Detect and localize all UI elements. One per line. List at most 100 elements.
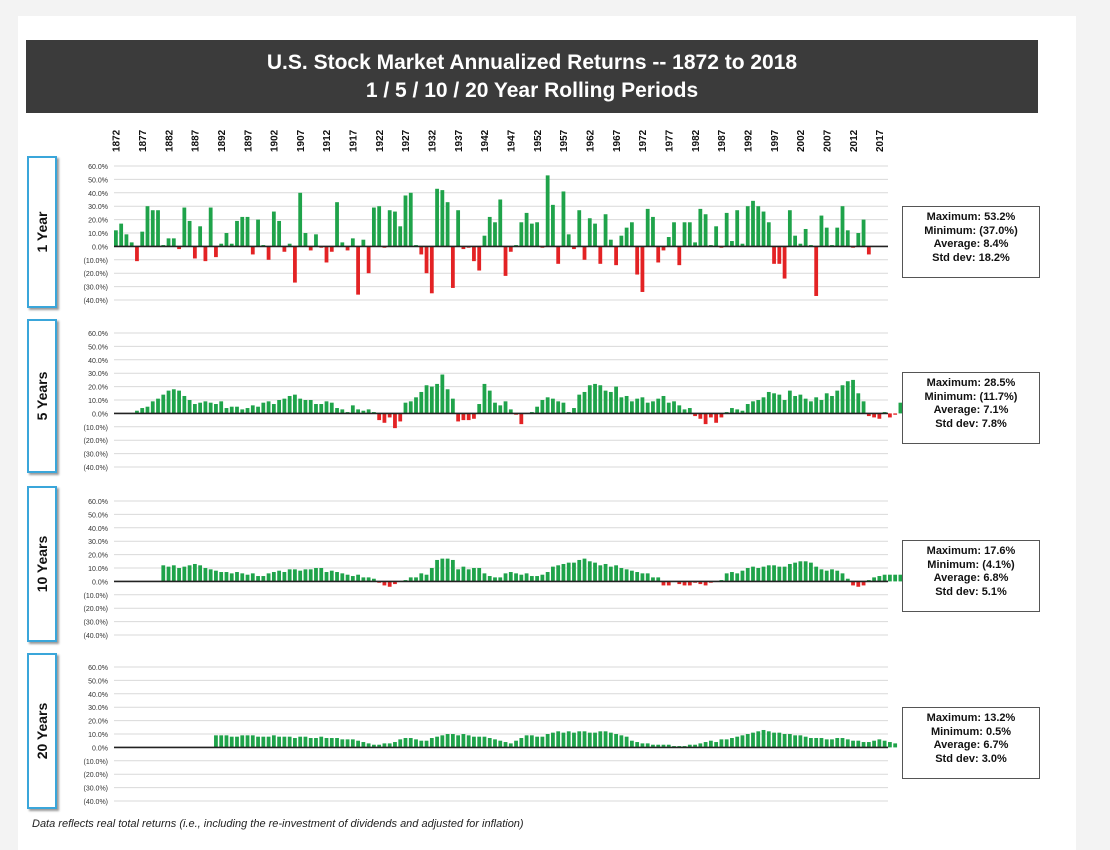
bar [424, 246, 429, 274]
bar [824, 227, 829, 247]
bar [303, 233, 308, 247]
bar [271, 211, 276, 247]
bar [319, 736, 324, 748]
bar [461, 566, 466, 582]
bar [345, 246, 350, 251]
bar [377, 413, 382, 421]
bar [835, 227, 840, 247]
bar [814, 738, 819, 748]
bar [335, 738, 339, 748]
bar [261, 402, 266, 414]
bar [171, 389, 176, 414]
bar [809, 562, 813, 582]
bar [582, 391, 587, 414]
bar [498, 577, 503, 582]
bar [477, 568, 482, 582]
bar [298, 570, 303, 582]
bar [308, 569, 313, 582]
panel-3: 60.0% 50.0% 40.0% 30.0% 20.0% 10.0% 0.0% (10.0%… [83, 665, 898, 806]
bar [293, 246, 297, 283]
bar [556, 401, 561, 414]
bar [177, 246, 181, 250]
bar [756, 568, 761, 582]
bar [651, 577, 655, 582]
bar [456, 210, 461, 247]
bar [787, 210, 792, 247]
bar [851, 379, 855, 414]
bar [693, 744, 697, 748]
bar [424, 385, 429, 414]
bar [450, 559, 455, 582]
bar [398, 226, 403, 247]
bar [408, 401, 413, 414]
bar [393, 581, 397, 585]
bar [308, 400, 313, 414]
bar [614, 734, 618, 748]
bar [587, 732, 592, 748]
bar [250, 735, 255, 748]
bar [587, 385, 592, 414]
bar [472, 736, 476, 748]
bar [772, 393, 776, 414]
bar [203, 246, 208, 262]
bar [477, 404, 482, 414]
bar [529, 576, 534, 582]
bar [356, 574, 360, 582]
bar [387, 743, 392, 748]
bar [645, 208, 650, 247]
bar [456, 569, 461, 582]
bar [645, 402, 650, 414]
y-tick-label: 40.0% [88, 358, 108, 365]
bar [566, 234, 571, 247]
bar [277, 220, 282, 247]
bar [266, 573, 271, 582]
bar [450, 734, 455, 748]
bar [435, 559, 439, 582]
bar [888, 742, 892, 748]
bar [245, 216, 250, 247]
bar [703, 742, 708, 748]
stat-minimum: Minimum: (4.1%) [927, 558, 1015, 571]
bar [219, 735, 224, 748]
bar [598, 246, 603, 264]
bar [303, 569, 308, 582]
x-tick-label: 1907 [296, 129, 307, 152]
bar [514, 740, 518, 748]
bar [308, 738, 313, 748]
bar [614, 246, 618, 266]
y-tick-label: 0.0% [92, 411, 108, 418]
bar [250, 573, 255, 582]
bar [503, 573, 508, 582]
bar [240, 735, 245, 748]
bar [582, 731, 587, 748]
bar [814, 246, 819, 296]
bar [198, 402, 203, 414]
bar [777, 394, 782, 414]
panel-label-20-years: 20 Years [27, 653, 57, 809]
bar [835, 570, 840, 582]
bar [361, 410, 366, 414]
bar [551, 204, 555, 247]
bar [361, 577, 366, 582]
bar [424, 574, 429, 582]
y-tick-label: (40.0%) [83, 799, 108, 806]
bar [377, 206, 382, 247]
bar [577, 731, 582, 748]
bar [182, 566, 187, 582]
y-tick-label: (40.0%) [83, 298, 108, 305]
bar [493, 739, 497, 748]
bar [566, 562, 571, 582]
bar [540, 400, 545, 414]
footnote: Data reflects real total returns (i.e., … [32, 818, 524, 830]
bar [861, 742, 866, 748]
x-tick-label: 2017 [875, 129, 886, 152]
bar [229, 736, 234, 748]
bar [445, 202, 450, 247]
bar [482, 383, 487, 414]
bar [393, 742, 397, 748]
bar [129, 242, 134, 247]
y-tick-label: 30.0% [88, 371, 108, 378]
x-tick-label: 1992 [743, 129, 754, 152]
y-tick-label: 10.0% [88, 732, 108, 739]
y-tick-label: 60.0% [88, 164, 108, 171]
